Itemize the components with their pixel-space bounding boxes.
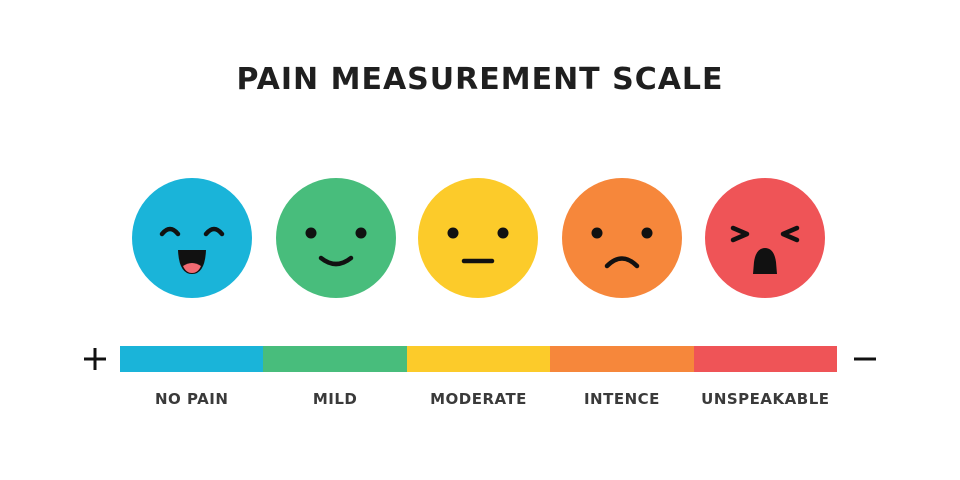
plus-icon [81,345,109,373]
crying-face-icon [705,178,825,298]
minus-icon [851,345,879,373]
scale-segment-intence [550,346,694,372]
scale-segment-mild [263,346,407,372]
face-circle [562,178,682,298]
faces-row [0,178,960,300]
face-circle [418,178,538,298]
smiling-face-icon [276,178,396,298]
scale-label-moderate: MODERATE [430,390,527,408]
scale-label-intence: INTENCE [583,390,660,408]
scale-segment-no-pain [120,346,264,372]
face-circle [276,178,396,298]
scale-label-unspeakable: UNSPEAKABLE [701,390,830,408]
page-title: PAIN MEASUREMENT SCALE [236,62,724,97]
face-circle [132,178,252,298]
scale-label-mild: MILD [312,390,358,408]
pain-scale-bar [120,346,838,372]
scale-labels: NO PAIN MILD MODERATE INTENCE UNSPEAKABL… [120,388,837,412]
neutral-face-icon [418,178,538,298]
scale-segment-unspeakable [693,346,838,372]
laughing-face-icon [132,178,252,298]
frowning-face-icon [562,178,682,298]
scale-segment-moderate [406,346,551,372]
scale-label-no-pain: NO PAIN [155,390,229,408]
face-circle [705,178,825,298]
